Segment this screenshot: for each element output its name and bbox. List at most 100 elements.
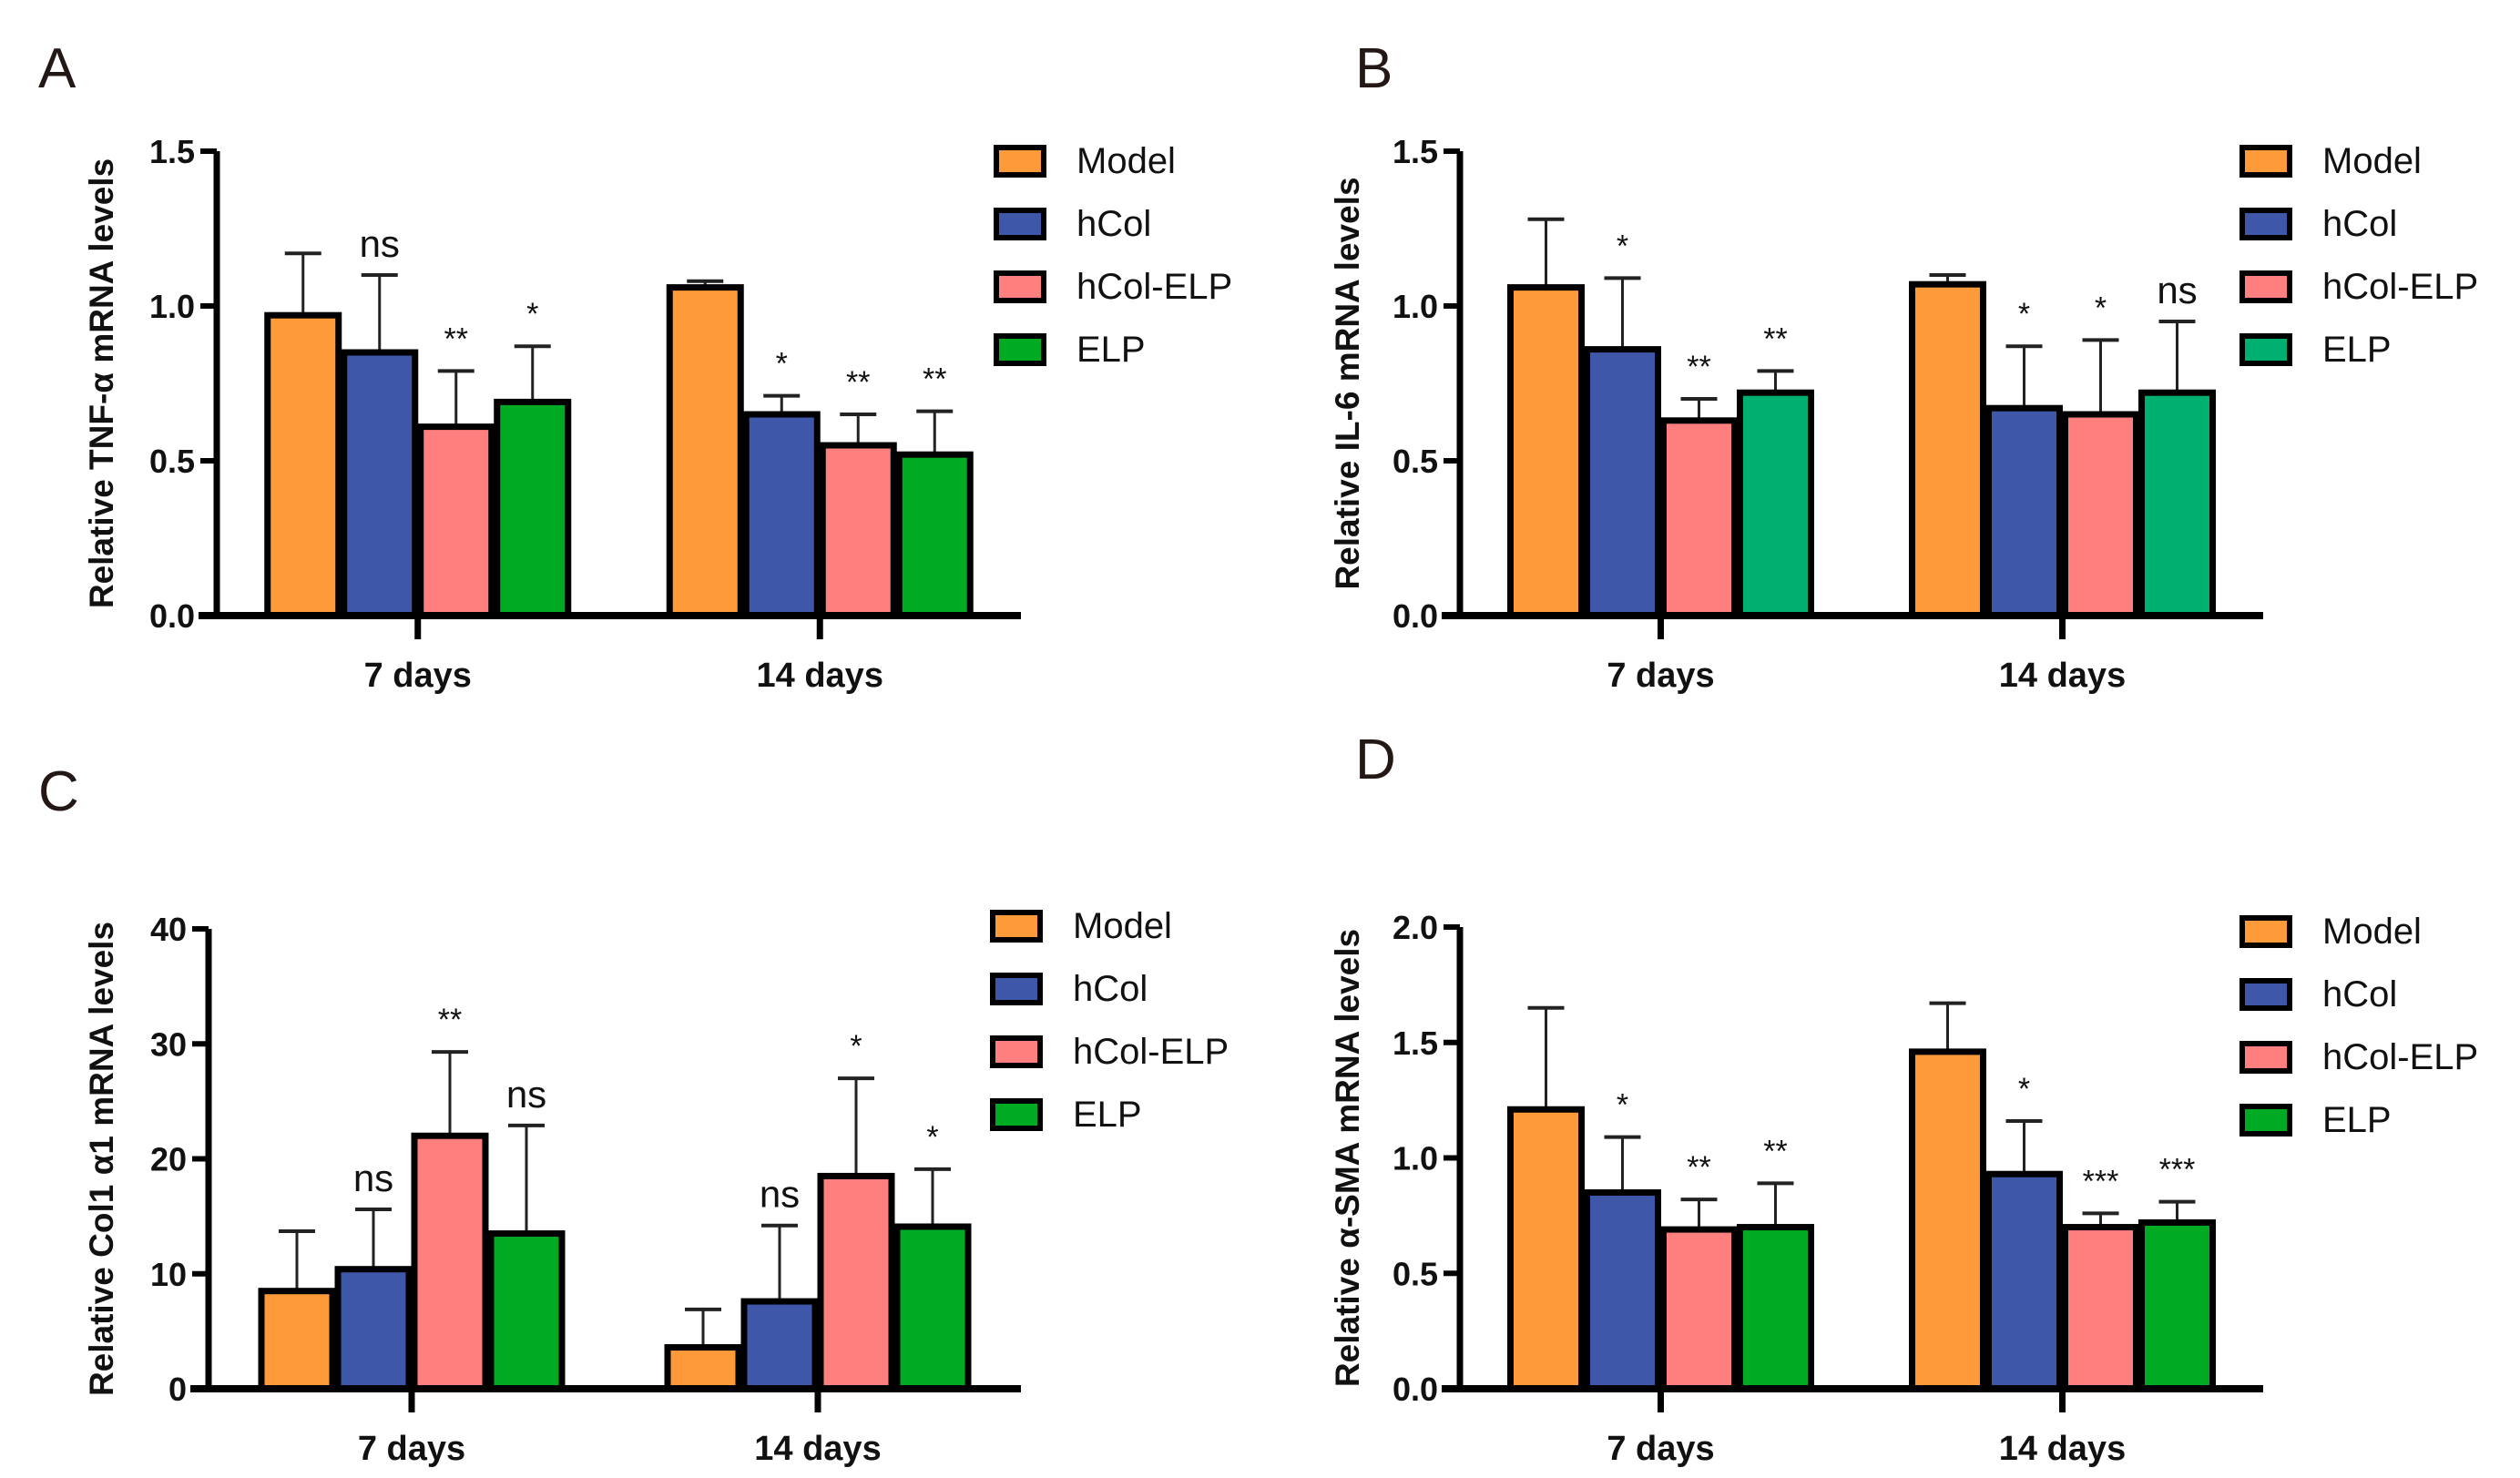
y-tick-label: 0.5 <box>149 443 195 480</box>
significance-label: ns <box>2157 269 2197 311</box>
y-tick-label: 1.5 <box>1393 133 1438 170</box>
bar-elp-0 <box>1737 1224 1814 1392</box>
legend-label: hCol <box>1076 204 1151 244</box>
legend-swatch-hcol <box>990 973 1043 1005</box>
legend-label: Model <box>1073 906 1172 946</box>
bar-elp-0 <box>1737 389 1814 619</box>
panel-label: D <box>1355 729 1396 791</box>
significance-label: * <box>526 297 538 331</box>
bar-hcol-elp-0 <box>1660 1226 1738 1392</box>
significance-label: ** <box>923 362 946 397</box>
bar-model-1 <box>1909 280 1986 619</box>
bar-elp-1 <box>893 1223 972 1392</box>
x-tick-label: 14 days <box>1999 657 2126 695</box>
x-tick-label: 7 days <box>358 1430 465 1468</box>
bar-hcol-0 <box>1584 346 1661 619</box>
significance-label: ns <box>353 1157 393 1199</box>
bar-elp-0 <box>494 398 572 619</box>
significance-label: ** <box>846 365 870 400</box>
panel-a: Ans***7 days*** **14 days0.00.51.01.5Rela… <box>38 37 1232 695</box>
bar-hcol-1 <box>1985 1170 2063 1392</box>
y-axis-label: Relative α-SMA mRNA levels <box>1329 929 1366 1387</box>
bar-hcol-1 <box>742 411 821 619</box>
bar-model-1 <box>1909 1048 1986 1392</box>
legend-swatch-model <box>990 910 1043 943</box>
bar-hcol-elp-1 <box>819 442 897 619</box>
legend-swatch-elp <box>2239 1104 2292 1137</box>
y-axis-label: Relative Col1 α1 mRNA levels <box>83 922 120 1396</box>
bar-hcol-0 <box>1584 1189 1661 1392</box>
significance-label: * <box>2018 297 2030 331</box>
x-tick-label: 7 days <box>1607 657 1714 695</box>
x-tick-label: 7 days <box>1607 1430 1714 1468</box>
significance-label: *** <box>2083 1164 2119 1198</box>
y-tick-label: 0.0 <box>149 597 195 635</box>
significance-label: * <box>850 1029 862 1064</box>
legend-swatch-hcol-elp <box>2239 270 2292 303</box>
legend-label: hCol-ELP <box>1076 267 1232 307</box>
bar-hcol-elp-0 <box>417 423 495 619</box>
significance-label: * <box>2018 1072 2030 1106</box>
y-tick-label: 0.5 <box>1393 443 1438 480</box>
bar-hcol-1 <box>1985 404 2063 619</box>
legend-swatch-elp <box>990 1098 1043 1131</box>
bar-hcol-elp-1 <box>2062 1224 2139 1392</box>
legend-label: hCol <box>2322 204 2397 244</box>
panel-label: A <box>38 37 77 100</box>
y-tick-label: 20 <box>150 1141 187 1178</box>
legend-label: ELP <box>1073 1095 1142 1135</box>
legend-swatch-model <box>2239 145 2292 178</box>
y-tick-label: 40 <box>150 911 187 948</box>
bar-hcol-1 <box>740 1298 819 1392</box>
y-axis-label: Relative IL-6 mRNA levels <box>1329 177 1366 589</box>
significance-label: * <box>2095 291 2107 325</box>
bar-elp-1 <box>2138 1218 2216 1392</box>
bar-hcol-elp-0 <box>411 1132 489 1392</box>
bar-model-0 <box>1507 1106 1585 1392</box>
legend-label: ELP <box>1076 330 1146 370</box>
x-tick-label: 7 days <box>364 657 472 695</box>
legend-label: hCol-ELP <box>2322 267 2478 307</box>
significance-label: ** <box>1763 321 1787 356</box>
y-tick-label: 1.0 <box>149 288 195 325</box>
legend-swatch-hcol <box>994 208 1046 240</box>
significance-label: * <box>1617 1088 1628 1123</box>
significance-label: ** <box>1687 1150 1710 1185</box>
legend-swatch-hcol <box>2239 978 2292 1011</box>
panel-d: D*** **7 days**** ***14 days0.00.51.01.52.… <box>1329 729 2478 1468</box>
significance-label: * <box>776 347 788 382</box>
bar-elp-1 <box>2138 389 2216 619</box>
y-tick-label: 10 <box>150 1256 187 1293</box>
bar-model-0 <box>258 1288 336 1392</box>
legend-label: ELP <box>2322 330 2392 370</box>
bar-hcol-0 <box>341 349 419 619</box>
y-tick-label: 30 <box>150 1025 187 1063</box>
y-tick-label: 1.5 <box>149 133 195 170</box>
bar-model-1 <box>666 284 744 619</box>
y-tick-label: 1.0 <box>1393 1140 1438 1177</box>
significance-label: ns <box>360 222 400 265</box>
significance-label: ** <box>438 1003 462 1037</box>
bar-hcol-elp-1 <box>817 1172 895 1392</box>
panel-label: B <box>1355 37 1393 100</box>
y-tick-label: 0.0 <box>1393 597 1438 635</box>
bar-hcol-elp-0 <box>1660 417 1738 619</box>
significance-label: * <box>926 1120 938 1155</box>
legend-swatch-hcol-elp <box>2239 1041 2292 1074</box>
x-tick-label: 14 days <box>754 1430 881 1468</box>
significance-label: ns <box>506 1073 546 1116</box>
significance-label: ** <box>1763 1134 1787 1168</box>
bar-hcol-elp-1 <box>2062 411 2139 619</box>
bar-hcol-0 <box>334 1266 413 1392</box>
legend-swatch-model <box>994 145 1046 178</box>
legend-label: hCol <box>2322 974 2397 1014</box>
legend-label: Model <box>2322 912 2422 952</box>
y-tick-label: 2.0 <box>1393 909 1438 946</box>
legend-label: Model <box>1076 141 1176 181</box>
legend-label: hCol-ELP <box>2322 1037 2478 1077</box>
legend-label: ELP <box>2322 1100 2392 1140</box>
bar-elp-1 <box>895 451 974 619</box>
y-tick-label: 0.0 <box>1393 1371 1438 1408</box>
